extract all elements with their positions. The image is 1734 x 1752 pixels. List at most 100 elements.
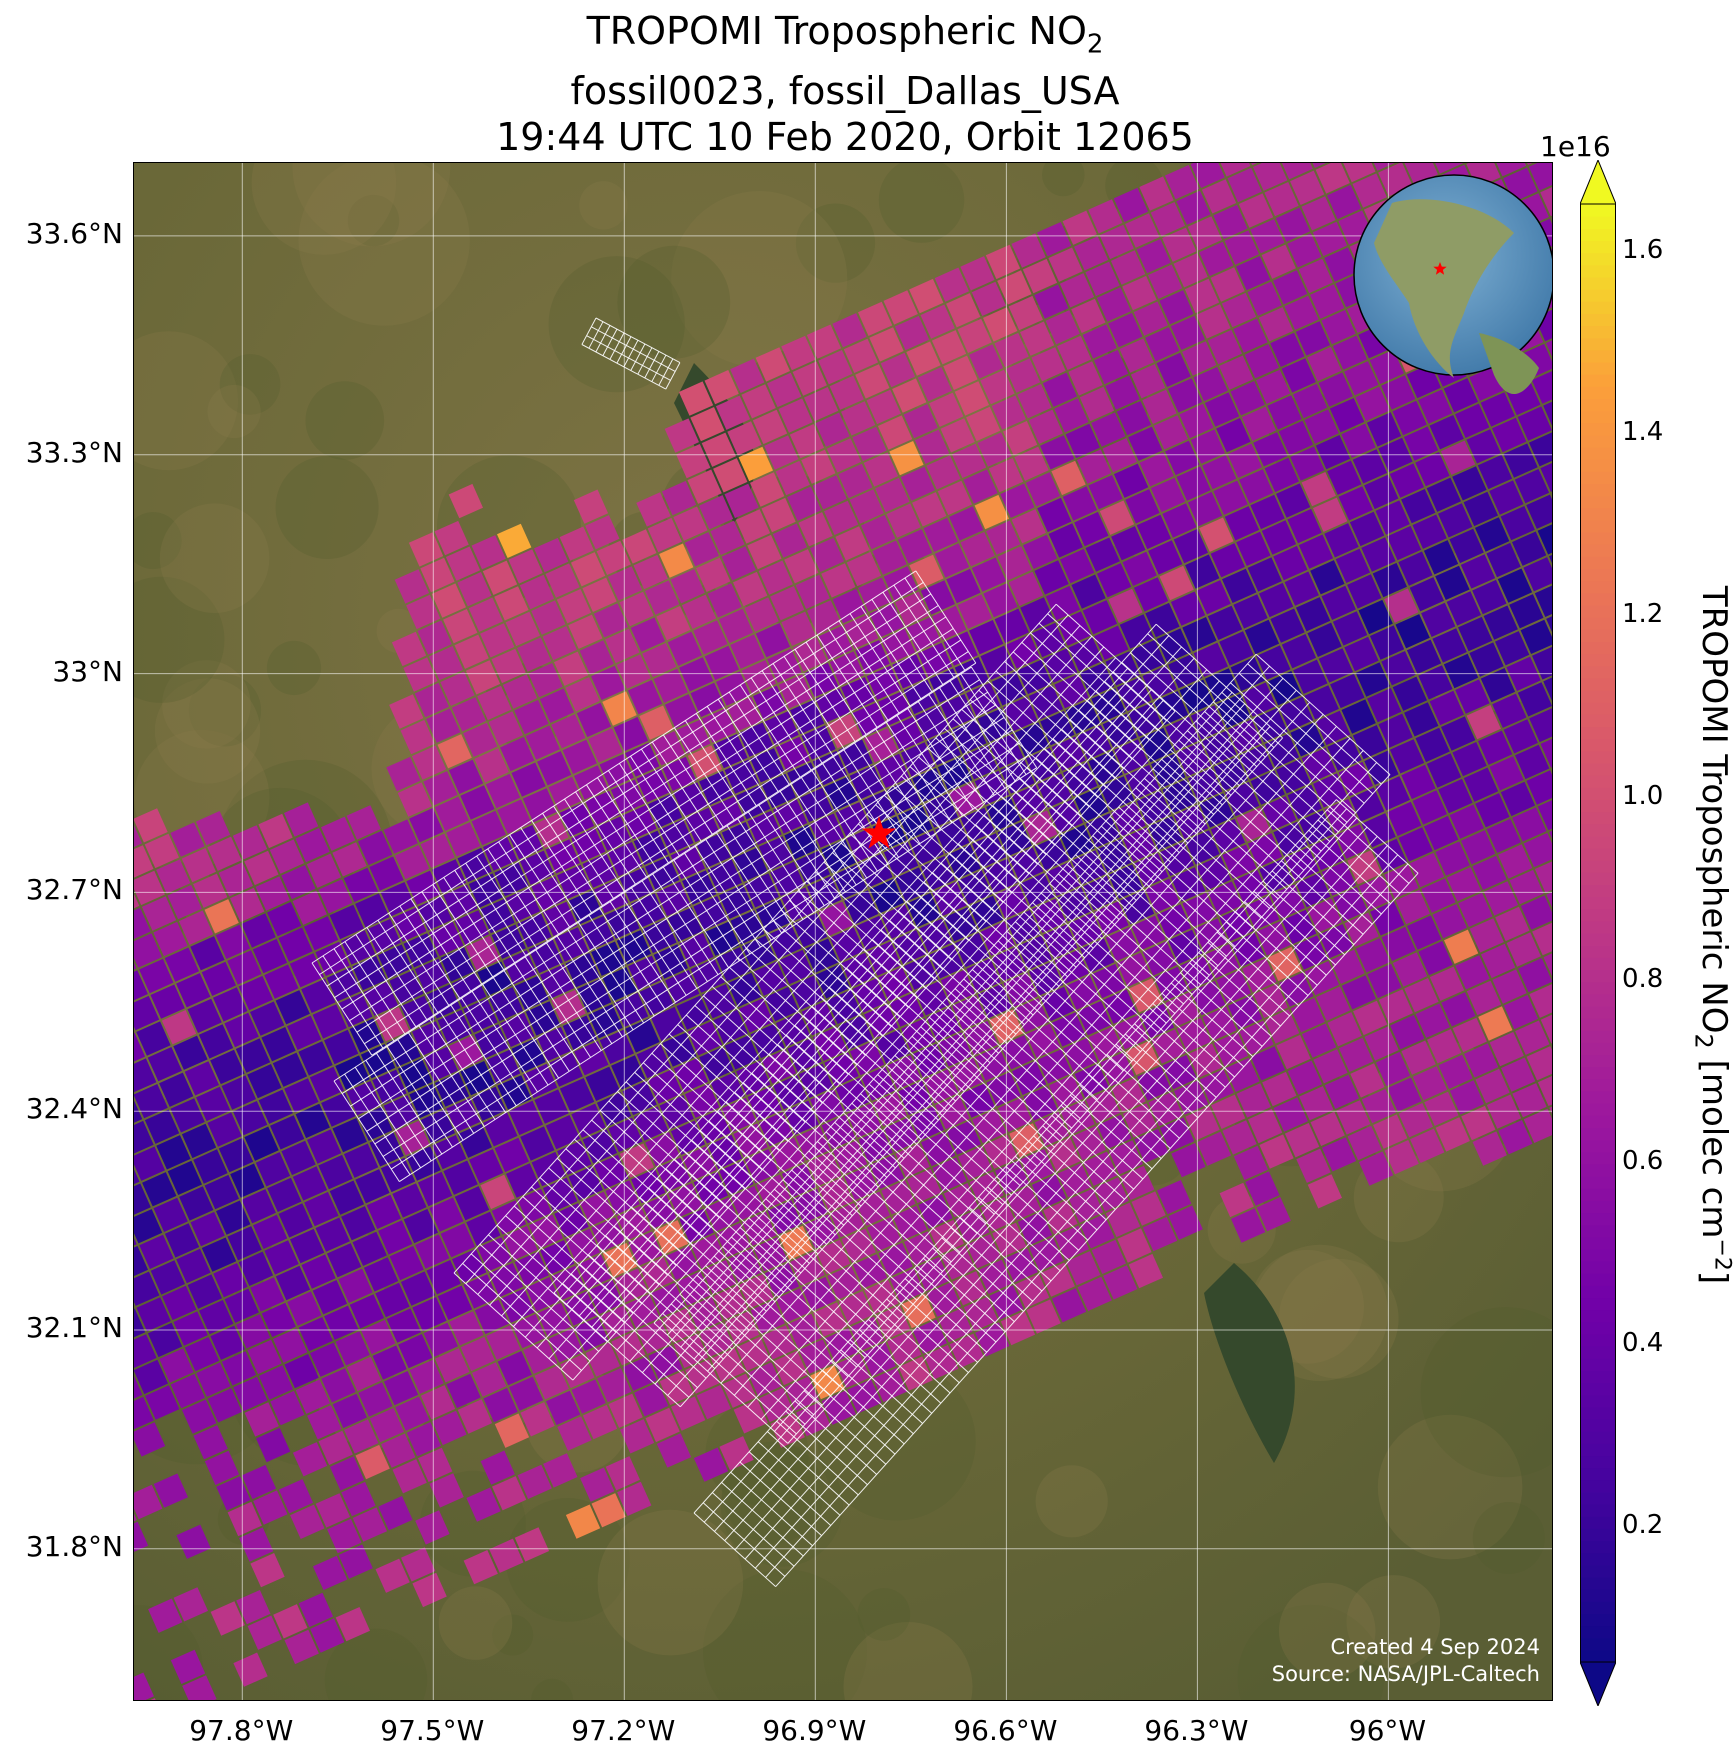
no2-pixel [352, 1231, 387, 1266]
no2-pixel [1460, 554, 1496, 589]
no2-pixel [1040, 435, 1075, 470]
no2-pixel [1153, 415, 1188, 450]
no2-pixel [1390, 1014, 1425, 1050]
no2-pixel [389, 1245, 424, 1281]
footprint-line [747, 738, 1351, 1408]
target-star-icon[interactable] [861, 816, 897, 849]
no2-pixel [446, 1373, 481, 1409]
no2-pixel [134, 825, 143, 847]
no2-pixel [1182, 617, 1217, 652]
no2-pixel [591, 665, 626, 701]
footprint-line [744, 845, 1388, 1560]
no2-pixel [1176, 1017, 1212, 1053]
no2-pixel [1361, 1088, 1396, 1124]
no2-pixel [611, 1331, 646, 1366]
no2-pixel [1031, 622, 1066, 658]
no2-pixel [843, 338, 879, 373]
colorbar-segment [1580, 884, 1616, 898]
no2-pixel [597, 1368, 632, 1403]
map-panel[interactable]: Created 4 Sep 2024 Source: NASA/JPL-Calt… [133, 162, 1553, 1701]
no2-pixel [1549, 554, 1552, 564]
no2-pixel [733, 1399, 768, 1434]
no2-pixel [1250, 770, 1285, 805]
no2-pixel [134, 1513, 137, 1522]
title-text: TROPOMI Tropospheric NO [586, 9, 1087, 53]
no2-pixel [1068, 1188, 1104, 1223]
no2-pixel [957, 594, 992, 629]
no2-pixel [1540, 738, 1552, 768]
footprint-line [588, 321, 604, 349]
terrain-patch [548, 256, 685, 393]
no2-pixel [1307, 346, 1342, 382]
no2-pixel [1159, 1117, 1195, 1152]
no2-pixel [559, 802, 595, 837]
colorbar-segment [1580, 1151, 1616, 1165]
no2-pixel [289, 953, 325, 988]
footprint-line [693, 689, 1297, 1360]
no2-pixel [1242, 682, 1277, 717]
no2-pixel [502, 674, 538, 709]
no2-pixel [1245, 895, 1280, 930]
no2-pixel [864, 1003, 899, 1039]
no2-pixel [1117, 1228, 1152, 1263]
no2-pixel [201, 961, 236, 996]
no2-pixel [1551, 493, 1552, 495]
no2-pixel [298, 1317, 333, 1352]
no2-pixel [642, 643, 677, 678]
no2-pixel [1312, 163, 1326, 168]
no2-pixel [892, 1205, 927, 1241]
no2-pixel [1162, 503, 1197, 538]
terrain-patch [134, 729, 270, 866]
no2-pixel [497, 523, 532, 558]
no2-pixel [134, 845, 154, 878]
no2-pixel [1111, 801, 1146, 837]
no2-pixel [1105, 927, 1140, 962]
colorbar-segment [1580, 519, 1616, 533]
colorbar-segment [1580, 1297, 1616, 1311]
no2-pixel [636, 768, 671, 803]
no2-pixel [1003, 696, 1038, 732]
no2-pixel [233, 1101, 268, 1136]
no2-pixel [261, 1302, 296, 1338]
no2-pixel [352, 1507, 387, 1542]
no2-pixel [1088, 475, 1123, 510]
no2-pixel [929, 392, 964, 427]
no2-pixel [906, 893, 941, 928]
no2-pixel [1208, 881, 1243, 916]
no2-pixel [1529, 984, 1552, 1018]
no2-pixel [150, 1260, 185, 1295]
no2-pixel [860, 514, 896, 550]
lat-tick-label: 33.3°N [25, 435, 123, 469]
no2-pixel [929, 1219, 964, 1255]
footprint-line [667, 726, 1271, 1396]
no2-pixel [437, 1285, 473, 1320]
no2-pixel [449, 1311, 484, 1346]
no2-pixel [636, 492, 671, 527]
no2-pixel [1170, 315, 1205, 350]
no2-pixel [429, 1473, 464, 1508]
no2-pixel [1310, 560, 1345, 595]
colorbar-segment [1580, 1382, 1616, 1396]
no2-pixel [636, 1319, 672, 1354]
no2-pixel [1184, 278, 1220, 314]
no2-pixel [196, 1362, 231, 1397]
map-canvas[interactable] [134, 163, 1553, 1701]
no2-pixel [534, 1365, 569, 1400]
footprint-line [679, 737, 1283, 1408]
no2-pixel [196, 1086, 231, 1122]
no2-pixel [670, 569, 705, 604]
no2-pixel [204, 1450, 240, 1485]
no2-pixel [1478, 1006, 1513, 1041]
colorbar-segment [1580, 1127, 1616, 1141]
no2-pixel [1361, 537, 1396, 572]
no2-pixel [920, 580, 955, 615]
no2-pixel [1216, 418, 1251, 453]
no2-pixel [972, 833, 1007, 868]
no2-pixel [616, 930, 651, 965]
no2-pixel [599, 753, 634, 789]
no2-pixel [1273, 821, 1308, 856]
no2-pixel [634, 1382, 669, 1417]
no2-pixel [520, 1126, 555, 1161]
no2-pixel [1426, 753, 1462, 788]
title-line-2: fossil0023, fossil_Dallas_USA [570, 68, 1120, 113]
